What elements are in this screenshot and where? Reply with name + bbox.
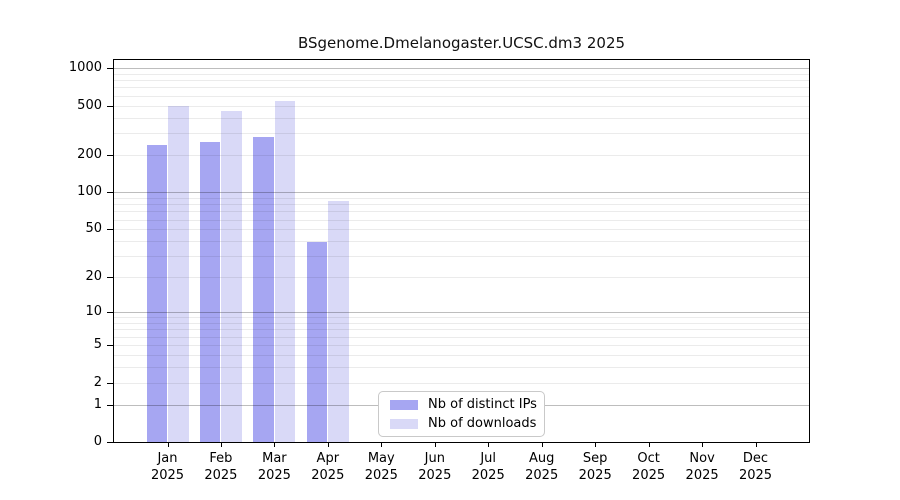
x-tick-label: May 2025	[346, 450, 416, 484]
y-tick	[107, 192, 113, 194]
x-tick-label-year: 2025	[738, 468, 773, 483]
x-tick-label-year: 2025	[311, 468, 345, 483]
x-tick-label: Apr 2025	[293, 450, 363, 484]
bar-apr-distinct-ips	[306, 242, 328, 442]
x-tick-label: Jun 2025	[400, 450, 470, 484]
legend-swatch-downloads	[390, 418, 418, 429]
x-tick-label-month: Dec	[742, 451, 769, 466]
x-tick	[488, 442, 490, 447]
x-tick	[327, 442, 329, 447]
bar-mar-downloads	[274, 101, 296, 442]
y-tick-label: 20	[85, 269, 102, 285]
x-tick-label-year: 2025	[204, 468, 238, 483]
bar-apr-downloads	[328, 200, 349, 442]
gridline-minor	[114, 73, 809, 75]
y-tick	[107, 229, 113, 231]
x-tick-label-month: Apr	[316, 451, 340, 466]
x-tick-label-month: Aug	[528, 451, 555, 466]
y-tick-label: 10	[85, 304, 102, 320]
x-tick-label-month: Jul	[480, 451, 497, 466]
gridline-minor	[114, 133, 809, 135]
x-tick-label-year: 2025	[685, 468, 719, 483]
bar-jan-downloads	[168, 105, 189, 442]
x-tick-label-month: Jan	[157, 451, 178, 466]
x-tick-label-year: 2025	[525, 468, 559, 483]
x-tick-label: Feb 2025	[186, 450, 256, 484]
y-tick	[107, 442, 113, 443]
legend-label-downloads: Nb of downloads	[428, 416, 537, 431]
bar-feb-distinct-ips	[199, 141, 221, 442]
x-tick	[381, 442, 383, 447]
plot-area	[113, 59, 810, 443]
x-tick-label: Jan 2025	[133, 450, 203, 484]
bar-jan-distinct-ips	[146, 145, 167, 442]
gridline-minor	[114, 80, 809, 82]
gridline-minor	[114, 87, 809, 89]
legend-item-downloads: Nb of downloads	[390, 416, 544, 431]
y-tick-label: 100	[77, 184, 102, 200]
legend-label-distinct-ips: Nb of distinct IPs	[428, 397, 537, 412]
bar-feb-downloads	[221, 110, 242, 442]
x-tick-label: Dec 2025	[721, 450, 791, 484]
x-tick-label-year: 2025	[632, 468, 666, 483]
x-tick-label: Oct 2025	[614, 450, 684, 484]
x-tick	[702, 442, 704, 447]
y-tick	[107, 277, 113, 279]
y-tick	[107, 154, 113, 156]
x-tick-label-year: 2025	[578, 468, 612, 483]
y-tick-label: 5	[93, 337, 102, 352]
gridline-minor	[114, 105, 809, 107]
legend: Nb of distinct IPs Nb of downloads	[378, 391, 545, 437]
y-tick	[107, 312, 113, 314]
x-tick-label-month: Oct	[637, 451, 660, 466]
x-tick	[167, 442, 169, 447]
x-tick-label-month: May	[367, 451, 395, 466]
y-tick-label: 500	[77, 97, 102, 113]
chart-title: BSgenome.Dmelanogaster.UCSC.dm3 2025	[297, 34, 626, 52]
x-tick-label: Sep 2025	[560, 450, 630, 484]
legend-item-distinct-ips: Nb of distinct IPs	[390, 397, 544, 412]
y-tick	[107, 382, 113, 384]
x-tick-label: Jul 2025	[453, 450, 523, 484]
y-tick	[107, 105, 113, 107]
x-tick	[274, 442, 276, 447]
y-tick-label: 0	[93, 434, 102, 449]
y-tick	[107, 404, 113, 406]
x-tick-label-year: 2025	[418, 468, 452, 483]
x-tick	[648, 442, 650, 447]
x-tick-label-year: 2025	[471, 468, 505, 483]
x-tick-label: Mar 2025	[239, 450, 309, 484]
x-tick-label: Nov 2025	[667, 450, 737, 484]
y-tick	[107, 68, 113, 69]
gridline-minor	[114, 95, 809, 97]
x-tick-label-year: 2025	[150, 468, 185, 483]
bar-mar-distinct-ips	[253, 136, 274, 442]
x-tick	[755, 442, 757, 447]
x-tick	[541, 442, 543, 447]
x-tick-label-year: 2025	[364, 468, 398, 483]
y-tick-label: 1000	[68, 60, 102, 75]
y-tick-label: 2	[93, 374, 102, 390]
x-tick	[595, 442, 597, 447]
x-tick-label: Aug 2025	[507, 450, 577, 484]
x-tick-label-month: Sep	[582, 451, 608, 466]
gridline-major	[114, 68, 809, 69]
y-tick	[107, 345, 113, 346]
x-tick	[434, 442, 436, 447]
x-tick-label-month: Feb	[209, 451, 233, 466]
y-tick-label: 50	[85, 221, 102, 237]
x-tick-label-month: Nov	[689, 451, 715, 466]
legend-swatch-distinct-ips	[390, 399, 418, 410]
y-tick-label: 1	[93, 396, 102, 412]
gridline-minor	[114, 117, 809, 119]
x-tick	[220, 442, 222, 447]
y-tick-label: 200	[77, 146, 102, 162]
x-tick-label-year: 2025	[257, 468, 291, 483]
x-tick-label-month: Mar	[262, 451, 287, 466]
x-tick-label-month: Jun	[424, 451, 445, 466]
